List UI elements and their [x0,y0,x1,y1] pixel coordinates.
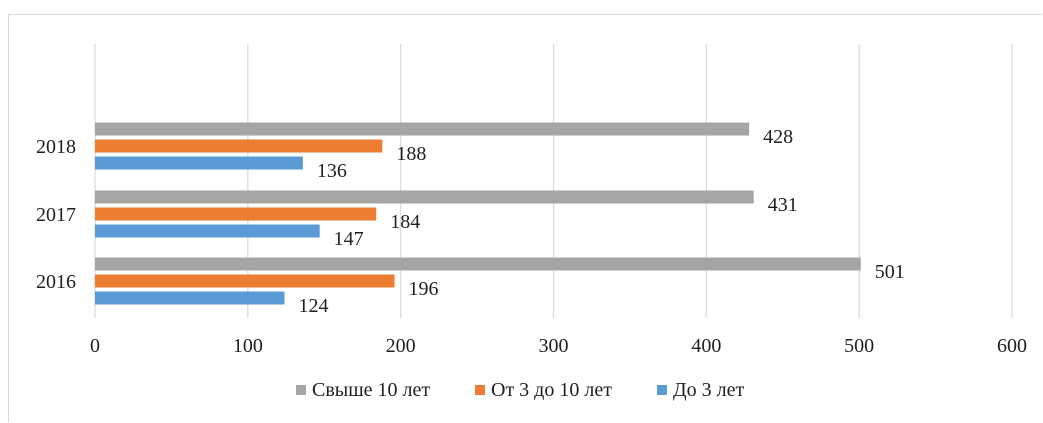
x-tick-label: 0 [90,335,100,357]
x-tick-label: 600 [997,335,1027,357]
legend-label-1: От 3 до 10 лет [491,379,612,401]
legend-swatch-0 [657,385,667,395]
bar-2017-series-0 [95,224,320,238]
data-label-2017-series-0: 147 [334,228,364,250]
bar-2016-series-0 [95,291,285,305]
x-tick-label: 400 [691,335,721,357]
bar-2018-series-2 [95,122,750,136]
data-label-2016-series-1: 196 [409,278,439,300]
x-axis-ticks: 0 100 200 300 400 500 600 [90,335,1027,357]
legend-swatch-2 [296,385,306,395]
data-label-2016-series-2: 501 [875,261,905,283]
x-tick-label: 100 [233,335,263,357]
bar-2018-series-0 [95,156,303,170]
category-label-2017: 2017 [36,204,76,226]
legend-swatch-1 [475,385,485,395]
bar-2018-series-1 [95,139,383,153]
data-label-2018-series-2: 428 [763,126,793,148]
data-label-2016-series-0: 124 [299,295,329,317]
category-label-2018: 2018 [36,136,76,158]
data-label-2017-series-2: 431 [768,194,798,216]
bar-2017-series-1 [95,207,377,221]
category-label-2016: 2016 [36,271,76,293]
data-label-2018-series-0: 136 [317,160,347,182]
data-label-2018-series-1: 188 [396,143,426,165]
x-tick-label: 200 [386,335,416,357]
legend-label-2: Свыше 10 лет [312,379,430,401]
grid-lines [94,44,1013,318]
x-tick-label: 500 [844,335,874,357]
legend-label-0: До 3 лет [673,379,745,401]
legend: Свыше 10 лет От 3 до 10 лет До 3 лет [296,379,745,401]
bar-2017-series-2 [95,190,754,204]
data-labels: 124 196 501 147 184 431 136 188 428 [299,126,905,317]
x-tick-label: 300 [539,335,569,357]
bar-2016-series-1 [95,274,395,288]
category-labels: 2016 2017 2018 [36,136,76,293]
bar-2016-series-2 [95,257,861,271]
bars [95,122,861,305]
data-label-2017-series-1: 184 [390,211,420,233]
chart-frame [8,14,1042,422]
